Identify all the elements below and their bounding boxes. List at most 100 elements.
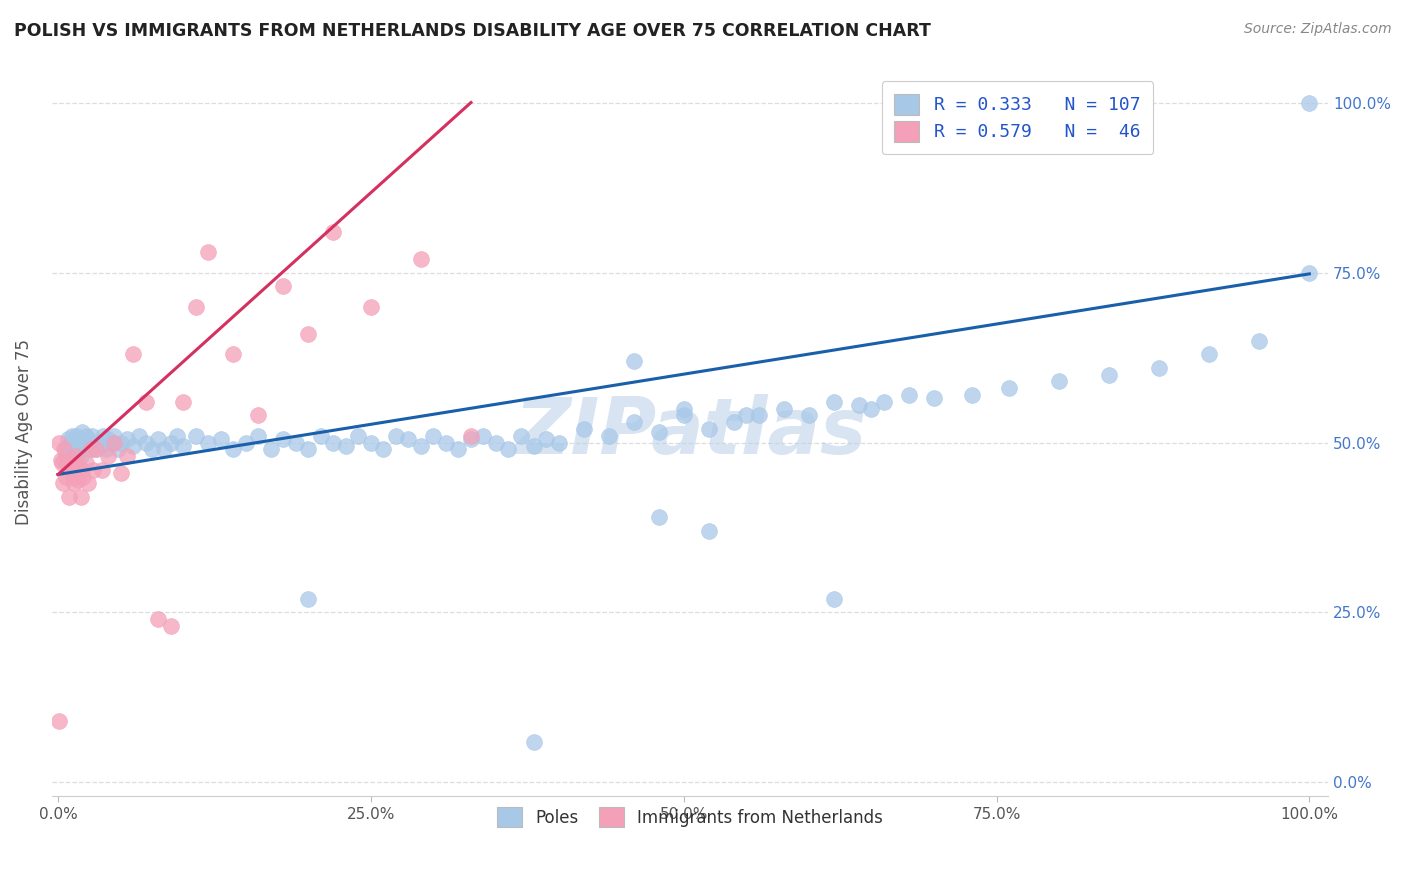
Point <box>159 619 181 633</box>
Point <box>860 401 883 416</box>
Point <box>115 449 138 463</box>
Point <box>69 449 91 463</box>
Point <box>209 432 232 446</box>
Point <box>72 469 94 483</box>
Point <box>80 428 103 442</box>
Point <box>623 354 645 368</box>
Point <box>51 456 73 470</box>
Point <box>396 432 419 446</box>
Point <box>297 591 319 606</box>
Point <box>159 435 181 450</box>
Point <box>897 388 920 402</box>
Point <box>460 432 482 446</box>
Point <box>67 432 90 446</box>
Point <box>271 279 294 293</box>
Point <box>66 466 89 480</box>
Point <box>122 347 145 361</box>
Point <box>141 442 163 457</box>
Point <box>1198 347 1220 361</box>
Point <box>522 734 544 748</box>
Legend: Poles, Immigrants from Netherlands: Poles, Immigrants from Netherlands <box>489 799 891 835</box>
Point <box>385 428 408 442</box>
Point <box>53 452 76 467</box>
Point <box>82 435 104 450</box>
Point <box>63 476 86 491</box>
Point <box>79 442 101 457</box>
Point <box>122 439 145 453</box>
Point <box>77 476 100 491</box>
Point <box>498 442 520 457</box>
Point <box>735 409 758 423</box>
Point <box>522 439 544 453</box>
Point <box>623 415 645 429</box>
Point <box>697 524 720 538</box>
Point <box>67 459 90 474</box>
Point <box>84 442 107 457</box>
Point <box>55 442 77 457</box>
Point <box>1298 95 1320 110</box>
Point <box>647 510 669 524</box>
Point <box>103 435 125 450</box>
Point <box>65 428 87 442</box>
Point <box>998 381 1021 395</box>
Point <box>62 469 84 483</box>
Point <box>63 446 86 460</box>
Point <box>58 456 80 470</box>
Point <box>598 428 620 442</box>
Point <box>960 388 983 402</box>
Point <box>572 422 595 436</box>
Point <box>222 347 245 361</box>
Point <box>235 435 257 450</box>
Text: ZIPatlas: ZIPatlas <box>513 394 866 470</box>
Point <box>460 428 482 442</box>
Point <box>197 435 219 450</box>
Point <box>347 428 370 442</box>
Point <box>422 428 444 442</box>
Point <box>94 442 117 457</box>
Point <box>56 459 79 474</box>
Point <box>48 714 70 729</box>
Text: POLISH VS IMMIGRANTS FROM NETHERLANDS DISABILITY AGE OVER 75 CORRELATION CHART: POLISH VS IMMIGRANTS FROM NETHERLANDS DI… <box>14 22 931 40</box>
Point <box>197 245 219 260</box>
Point <box>697 422 720 436</box>
Point <box>373 442 395 457</box>
Point <box>115 432 138 446</box>
Point <box>135 394 157 409</box>
Point <box>672 409 695 423</box>
Point <box>70 463 93 477</box>
Point <box>73 442 96 457</box>
Point <box>110 435 132 450</box>
Point <box>848 398 870 412</box>
Point <box>49 452 72 467</box>
Point <box>77 432 100 446</box>
Point <box>1098 368 1121 382</box>
Point <box>135 435 157 450</box>
Point <box>260 442 283 457</box>
Point <box>110 466 132 480</box>
Point <box>82 463 104 477</box>
Point <box>222 442 245 457</box>
Point <box>447 442 470 457</box>
Point <box>647 425 669 440</box>
Point <box>87 435 110 450</box>
Point <box>547 435 569 450</box>
Point <box>90 463 112 477</box>
Point <box>360 435 382 450</box>
Point <box>58 490 80 504</box>
Point <box>107 442 129 457</box>
Point <box>60 463 83 477</box>
Point <box>184 428 207 442</box>
Y-axis label: Disability Age Over 75: Disability Age Over 75 <box>15 339 32 525</box>
Point <box>103 428 125 442</box>
Point <box>146 432 169 446</box>
Point <box>485 435 508 450</box>
Point <box>55 449 77 463</box>
Point <box>247 409 270 423</box>
Point <box>1298 266 1320 280</box>
Point <box>472 428 495 442</box>
Point <box>534 432 557 446</box>
Point <box>76 439 98 453</box>
Point <box>59 435 82 450</box>
Point <box>166 428 188 442</box>
Point <box>97 449 120 463</box>
